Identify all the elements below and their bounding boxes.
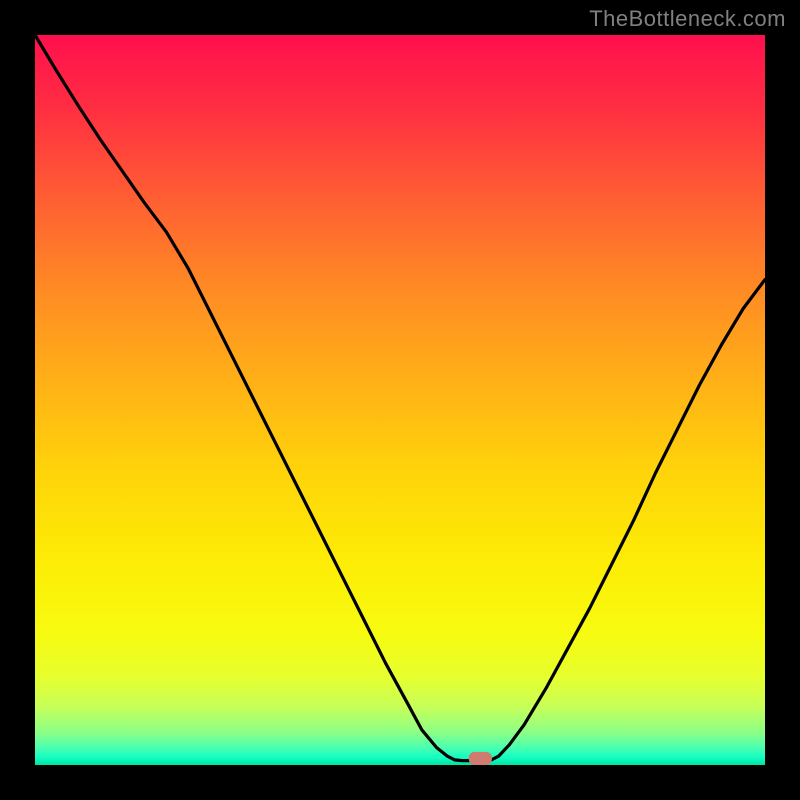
chart-stage: TheBottleneck.com xyxy=(0,0,800,800)
watermark-text: TheBottleneck.com xyxy=(589,6,786,32)
plot-background xyxy=(35,35,765,765)
bottleneck-chart xyxy=(0,0,800,800)
optimal-marker xyxy=(469,752,492,765)
